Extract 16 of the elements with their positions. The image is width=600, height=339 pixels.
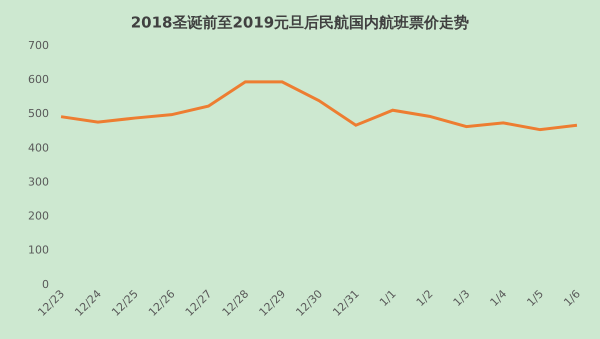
y-tick-label: 400 <box>28 141 49 154</box>
chart-title: 2018圣诞前至2019元旦后民航国内航班票价走势 <box>130 13 470 32</box>
y-tick-label: 0 <box>42 278 49 291</box>
y-tick-label: 100 <box>28 244 49 257</box>
x-tick-label: 1/5 <box>524 287 546 310</box>
y-tick-label: 200 <box>28 210 49 223</box>
y-tick-label: 500 <box>28 107 49 120</box>
x-tick-label: 1/2 <box>414 287 436 310</box>
line-series <box>60 80 578 132</box>
y-tick-label: 700 <box>28 38 49 52</box>
x-tick-label: 1/3 <box>450 287 472 310</box>
x-tick-label: 1/4 <box>488 287 510 310</box>
x-tick-label: 1/6 <box>561 287 583 310</box>
x-tick-label: 1/1 <box>377 287 399 310</box>
y-tick-label: 300 <box>28 175 49 188</box>
y-tick-label: 600 <box>28 72 49 86</box>
